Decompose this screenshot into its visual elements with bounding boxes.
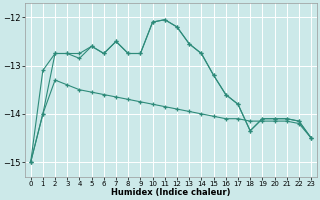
X-axis label: Humidex (Indice chaleur): Humidex (Indice chaleur): [111, 188, 231, 197]
